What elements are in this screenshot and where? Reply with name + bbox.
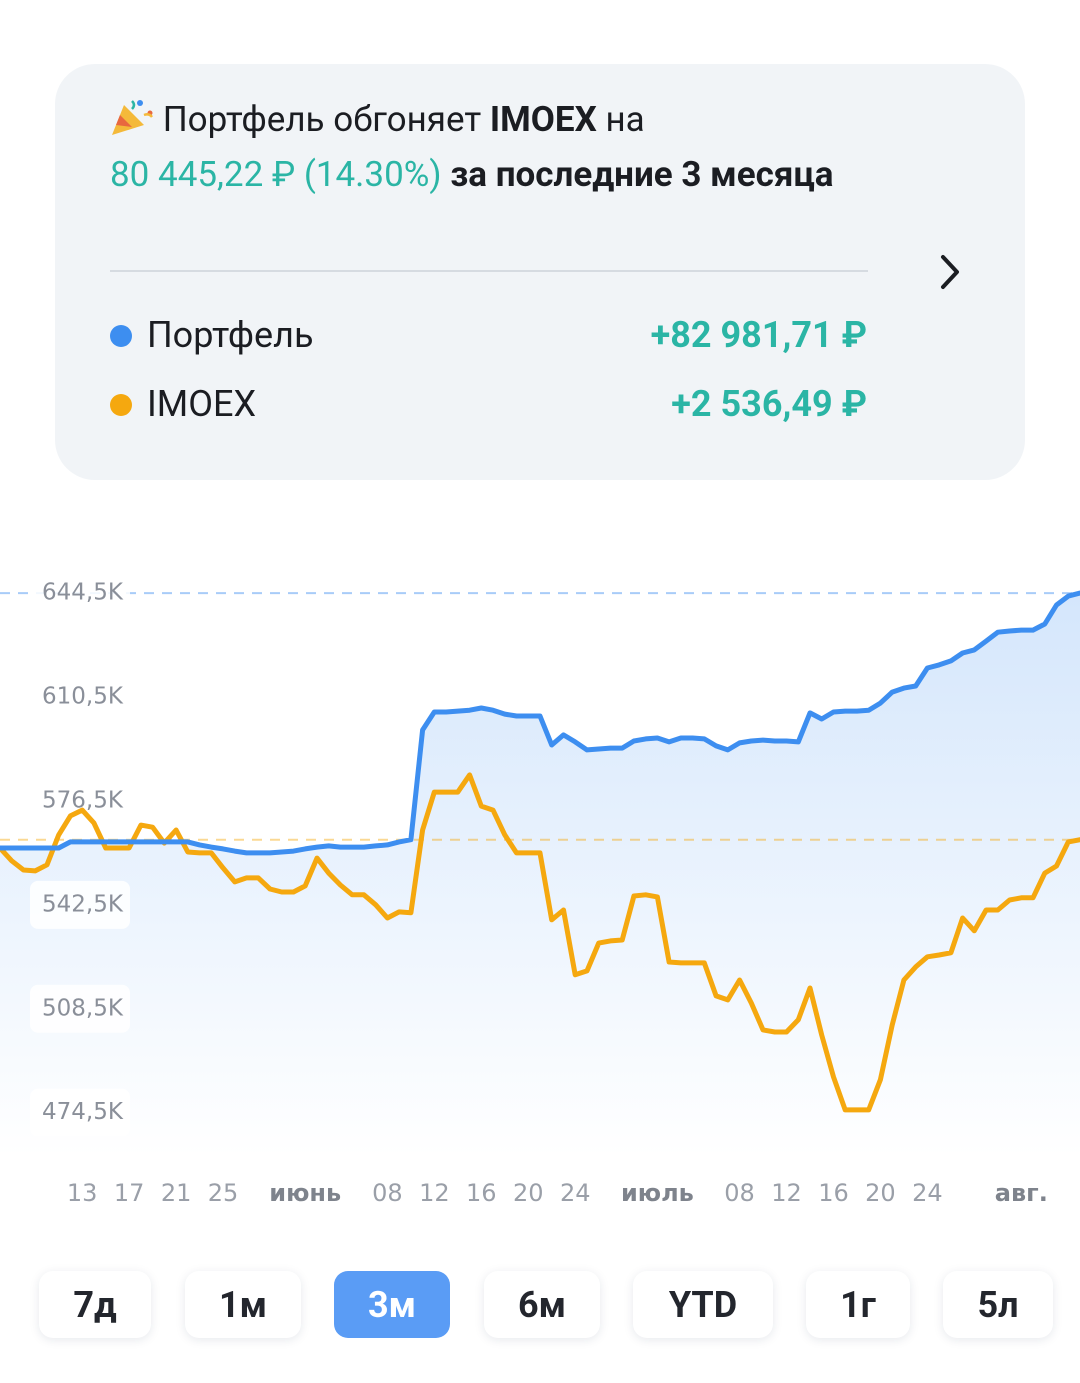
series-line [0, 590, 1080, 856]
x-tick-label: 16 [466, 1179, 497, 1207]
legend-marker [110, 394, 132, 416]
x-tick-label: 16 [818, 1179, 849, 1207]
headline: Портфель обгоняет IMOEX на 80 445,22 ₽ (… [110, 92, 870, 202]
summary-card[interactable]: Портфель обгоняет IMOEX на 80 445,22 ₽ (… [55, 64, 1025, 480]
x-tick-label: 20 [513, 1179, 544, 1207]
x-tick-label: 12 [771, 1179, 802, 1207]
legend-label: IMOEX [147, 383, 257, 425]
period-button[interactable]: 6м [484, 1271, 600, 1338]
period-button[interactable]: 5л [943, 1271, 1053, 1338]
y-tick-label-bg [30, 776, 130, 825]
x-tick-label: 08 [372, 1179, 403, 1207]
y-tick-label-bg [30, 984, 130, 1033]
legend-label: Портфель [147, 314, 314, 356]
headline-text: Портфель обгоняет [162, 99, 482, 140]
x-tick-label: 12 [419, 1179, 450, 1207]
headline-amount: 80 445,22 ₽ [110, 154, 296, 195]
party-icon [112, 100, 153, 135]
y-tick-label-bg [30, 569, 130, 618]
area-fill [0, 593, 1080, 1157]
x-tick-label: 17 [114, 1179, 145, 1207]
x-tick-label: июнь [269, 1179, 341, 1207]
x-tick-label: авг. [995, 1179, 1048, 1207]
period-button[interactable]: YTD [633, 1271, 773, 1338]
divider [110, 270, 868, 272]
x-tick-label: 13 [67, 1179, 98, 1207]
x-tick-label: 20 [865, 1179, 896, 1207]
y-tick-label: 542,5K [42, 891, 124, 917]
y-tick-label: 610,5K [42, 684, 124, 710]
headline-percent: (14.30%) [303, 154, 442, 195]
series-line [0, 772, 1080, 1113]
legend-marker [110, 325, 132, 347]
legend-result: +82 981,71 ₽ [650, 314, 867, 356]
x-tick-label: 24 [912, 1179, 943, 1207]
headline-index: IMOEX [489, 99, 597, 140]
y-tick-label-bg [30, 673, 130, 722]
x-tick-label: июль [621, 1179, 694, 1207]
y-tick-label: 508,5K [42, 995, 124, 1021]
y-tick-label-bg [30, 880, 130, 929]
y-tick-label-bg [30, 1088, 130, 1137]
period-button[interactable]: 1м [185, 1271, 301, 1338]
x-tick-label: 08 [724, 1179, 755, 1207]
x-tick-label: 25 [208, 1179, 239, 1207]
period-button[interactable]: 1г [806, 1271, 910, 1338]
x-tick-label: 24 [560, 1179, 591, 1207]
y-tick-label: 474,5K [42, 1099, 124, 1125]
headline-period: за последние 3 месяца [450, 154, 834, 195]
x-tick-label: 21 [161, 1179, 192, 1207]
y-tick-label: 644,5K [42, 580, 124, 606]
period-button[interactable]: 3м [334, 1271, 450, 1338]
headline-text: на [605, 99, 645, 140]
chevron [941, 255, 959, 289]
legend-result: +2 536,49 ₽ [671, 383, 867, 425]
period-button[interactable]: 7д [39, 1271, 151, 1338]
